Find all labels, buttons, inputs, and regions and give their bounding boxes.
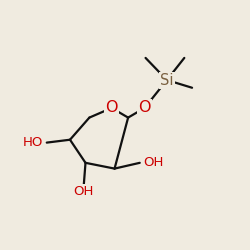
Text: OH: OH: [144, 156, 164, 169]
Text: HO: HO: [22, 136, 43, 149]
Text: Si: Si: [160, 72, 173, 88]
Text: O: O: [138, 100, 151, 116]
Text: O: O: [106, 100, 118, 116]
Text: OH: OH: [74, 185, 94, 198]
